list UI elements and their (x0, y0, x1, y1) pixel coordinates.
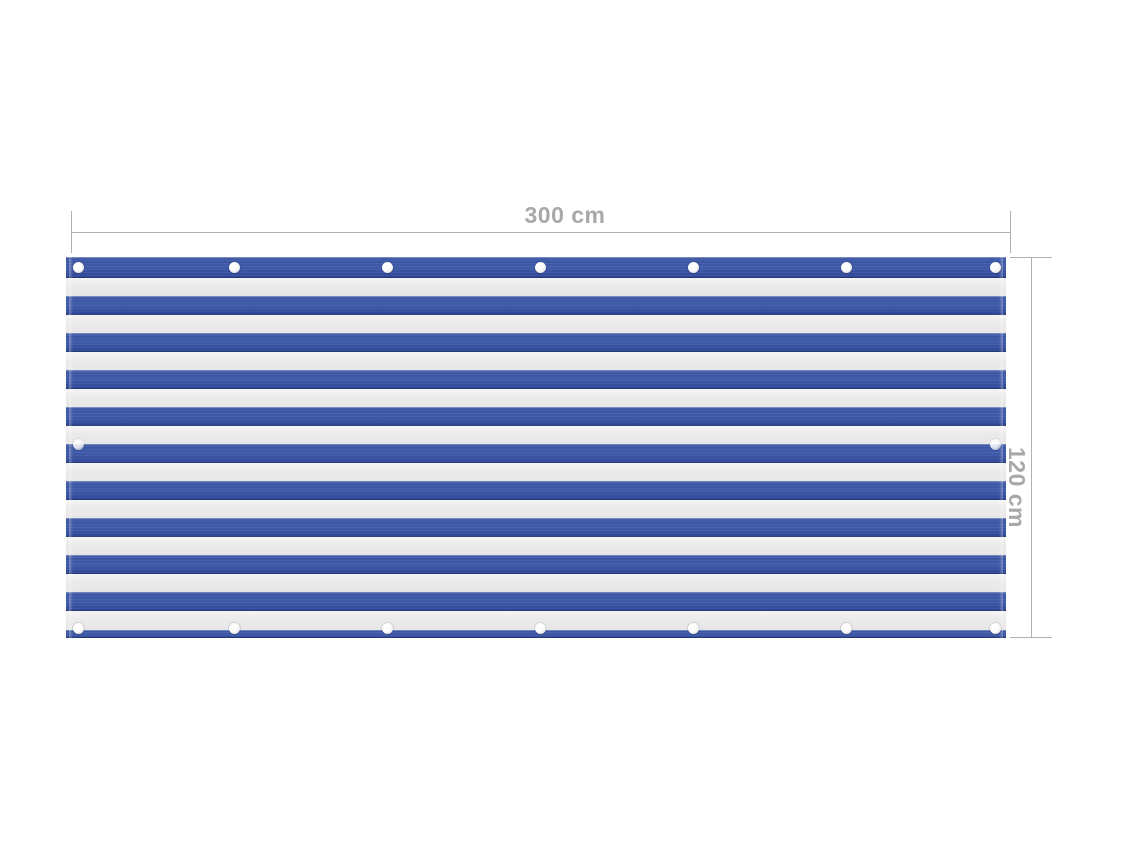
stripe-blue-12 (66, 481, 1006, 500)
height-dimension-label: 120 cm (1004, 447, 1030, 529)
width-dimension-line (71, 232, 1011, 233)
grommet-2 (381, 261, 393, 273)
height-dimension-line (1031, 257, 1032, 638)
stripe-blue-14 (66, 518, 1006, 537)
grommet-5 (840, 261, 852, 273)
grommet-3 (534, 261, 546, 273)
stripe-white-13 (66, 500, 1006, 518)
stripe-white-7 (66, 389, 1006, 407)
stripe-blue-18 (66, 592, 1006, 611)
grommet-0 (72, 261, 84, 273)
stripe-white-15 (66, 537, 1006, 555)
grommet-15 (989, 622, 1001, 634)
stripe-white-1 (66, 278, 1006, 296)
stripe-white-5 (66, 352, 1006, 370)
stripe-blue-4 (66, 333, 1006, 352)
grommet-8 (989, 438, 1001, 450)
stripe-blue-6 (66, 370, 1006, 389)
stripe-white-3 (66, 315, 1006, 333)
stripe-white-17 (66, 574, 1006, 592)
grommet-4 (687, 261, 699, 273)
grommet-11 (381, 622, 393, 634)
width-dimension-label: 300 cm (524, 202, 606, 228)
stripe-blue-20 (66, 630, 1006, 638)
grommet-7 (72, 438, 84, 450)
stripe-white-19 (66, 611, 1006, 630)
stripe-white-11 (66, 463, 1006, 481)
grommet-9 (72, 622, 84, 634)
stripe-blue-10 (66, 444, 1006, 463)
stripe-white-9 (66, 426, 1006, 444)
grommet-10 (228, 622, 240, 634)
grommet-14 (840, 622, 852, 634)
privacy-screen-panel (66, 257, 1006, 638)
stripe-blue-8 (66, 407, 1006, 426)
grommet-6 (989, 261, 1001, 273)
grommet-12 (534, 622, 546, 634)
grommet-1 (228, 261, 240, 273)
stripe-blue-2 (66, 296, 1006, 315)
grommet-13 (687, 622, 699, 634)
stripe-blue-16 (66, 555, 1006, 574)
